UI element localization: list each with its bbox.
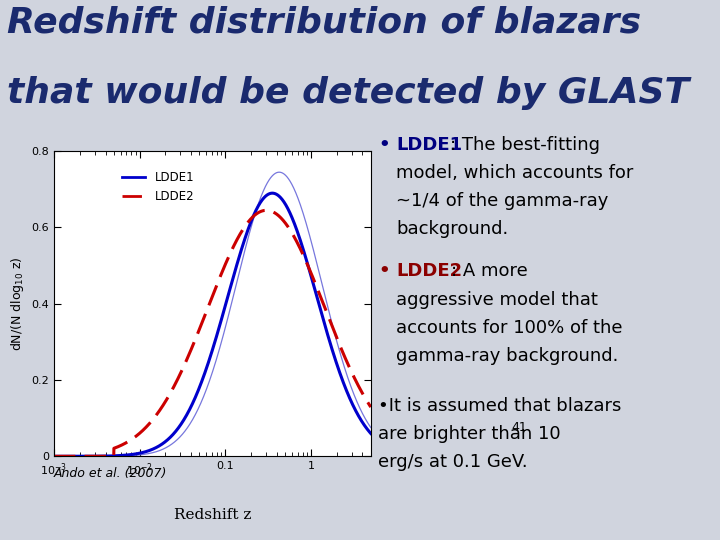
Text: gamma-ray background.: gamma-ray background. <box>396 347 618 364</box>
Text: : A more: : A more <box>451 262 528 280</box>
Text: •: • <box>378 136 390 154</box>
Text: •: • <box>378 262 390 280</box>
Text: : The best-fitting: : The best-fitting <box>450 136 600 154</box>
Text: model, which accounts for: model, which accounts for <box>396 164 634 182</box>
Text: Redshift distribution of blazars: Redshift distribution of blazars <box>7 5 642 39</box>
Text: accounts for 100% of the: accounts for 100% of the <box>396 319 623 336</box>
Text: LDDE2: LDDE2 <box>396 262 462 280</box>
Text: ~1/4 of the gamma-ray: ~1/4 of the gamma-ray <box>396 192 608 210</box>
Text: are brighter than 10: are brighter than 10 <box>378 426 561 443</box>
Text: Redshift z: Redshift z <box>174 508 251 522</box>
Text: background.: background. <box>396 220 508 238</box>
Text: that would be detected by GLAST: that would be detected by GLAST <box>7 76 689 110</box>
Text: erg/s at 0.1 GeV.: erg/s at 0.1 GeV. <box>378 454 528 471</box>
Legend: LDDE1, LDDE2: LDDE1, LDDE2 <box>117 166 199 207</box>
Text: LDDE1: LDDE1 <box>396 136 462 154</box>
Text: 41: 41 <box>511 421 527 434</box>
Y-axis label: dN/(N dlog$_{10}$ z): dN/(N dlog$_{10}$ z) <box>9 256 26 351</box>
Text: •It is assumed that blazars: •It is assumed that blazars <box>378 397 621 415</box>
Text: Ando et al. (2007): Ando et al. (2007) <box>54 467 167 480</box>
Text: aggressive model that: aggressive model that <box>396 291 598 308</box>
